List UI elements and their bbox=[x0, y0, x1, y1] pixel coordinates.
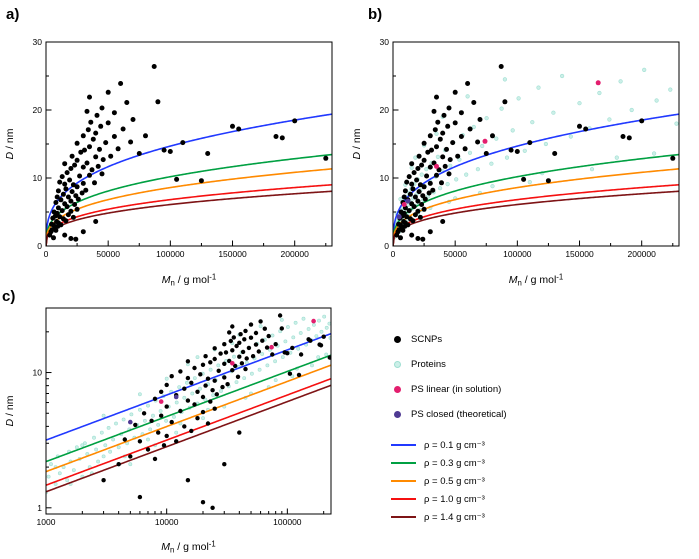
legend-item: ρ = 1.0 g cm⁻³ bbox=[391, 490, 661, 508]
curve-rho-0.5 bbox=[46, 364, 331, 473]
svg-text:100000: 100000 bbox=[273, 517, 302, 527]
chart-panel-c: 1000 10000 100000 1 10 Mn / g mol-1 D / nm bbox=[4, 307, 332, 555]
legend-dot-icon bbox=[394, 336, 401, 343]
axes bbox=[45, 41, 333, 247]
legend-item: Proteins bbox=[391, 352, 661, 377]
svg-text:0: 0 bbox=[391, 249, 396, 259]
chart-panel-b: 0 50000 100000 150000 200000 0 10 20 30 Mn / g mo… bbox=[351, 37, 680, 288]
svg-text:50000: 50000 bbox=[96, 249, 120, 259]
svg-text:20: 20 bbox=[33, 105, 43, 115]
series-ps-closed-theoretical- bbox=[396, 198, 411, 220]
legend-line-icon bbox=[391, 480, 416, 482]
svg-text:0: 0 bbox=[44, 249, 49, 259]
svg-text:200000: 200000 bbox=[281, 249, 310, 259]
y-axis-label: D / nm bbox=[4, 395, 16, 426]
legend-dot-icon bbox=[394, 361, 401, 368]
legend-item: ρ = 1.4 g cm⁻³ bbox=[391, 508, 661, 526]
svg-text:100000: 100000 bbox=[503, 249, 532, 259]
curve-rho-0.5 bbox=[393, 168, 679, 246]
curve-rho-1 bbox=[46, 183, 332, 246]
legend-item-label: ρ = 0.3 g cm⁻³ bbox=[424, 457, 485, 469]
chart-panel-a: 0 50000 100000 150000 200000 0 10 20 30 Mn / g mo… bbox=[4, 37, 333, 288]
legend-item-label: PS linear (in solution) bbox=[411, 384, 502, 395]
legend-dot-icon bbox=[394, 411, 401, 418]
legend-line-icon bbox=[391, 498, 416, 500]
curve-rho-1 bbox=[46, 377, 331, 486]
legend-item: ρ = 0.3 g cm⁻³ bbox=[391, 454, 661, 472]
curve-rho-1.4 bbox=[46, 384, 331, 493]
tick-labels: 0 50000 100000 150000 200000 0 10 20 30 bbox=[380, 37, 657, 259]
svg-text:30: 30 bbox=[33, 37, 43, 47]
legend-item-label: PS closed (theoretical) bbox=[411, 409, 507, 420]
panel-label-c: c) bbox=[2, 288, 16, 305]
series-proteins bbox=[46, 314, 331, 495]
legend-line-icon bbox=[391, 444, 416, 446]
svg-text:1: 1 bbox=[37, 503, 42, 513]
curve-rho-0.3 bbox=[46, 354, 331, 463]
legend-item: ρ = 0.5 g cm⁻³ bbox=[391, 472, 661, 490]
series-scnps bbox=[101, 313, 331, 510]
legend-line-icon bbox=[391, 462, 416, 464]
legend-item-label: Proteins bbox=[411, 359, 446, 370]
panel-label-b: b) bbox=[368, 6, 383, 23]
svg-text:1000: 1000 bbox=[37, 517, 56, 527]
svg-text:0: 0 bbox=[384, 241, 389, 251]
legend-item: ρ = 0.1 g cm⁻³ bbox=[391, 436, 661, 454]
legend-item: PS linear (in solution) bbox=[391, 377, 661, 402]
legend-line-icon bbox=[391, 516, 416, 518]
legend-item-label: ρ = 0.5 g cm⁻³ bbox=[424, 475, 485, 487]
panel-label-a: a) bbox=[6, 6, 20, 23]
curve-rho-1.4 bbox=[393, 190, 679, 246]
series-ps-linear-in-solution- bbox=[158, 318, 316, 404]
y-axis-label: D / nm bbox=[351, 128, 363, 159]
curve-rho-1 bbox=[393, 183, 679, 246]
tick-labels: 0 50000 100000 150000 200000 0 10 20 30 bbox=[33, 37, 310, 259]
svg-text:10: 10 bbox=[33, 368, 43, 378]
legend-item-label: ρ = 1.0 g cm⁻³ bbox=[424, 493, 485, 505]
series-ps-closed-theoretical- bbox=[128, 394, 179, 425]
legend-item-label: SCNPs bbox=[411, 334, 443, 345]
curve-rho-0.1 bbox=[46, 332, 331, 441]
legend-item: PS closed (theoretical) bbox=[391, 402, 661, 427]
x-axis-label: Mn / g mol-1 bbox=[161, 539, 215, 554]
tick-labels: 1000 10000 100000 1 10 bbox=[33, 368, 302, 527]
legend-item-label: ρ = 1.4 g cm⁻³ bbox=[424, 511, 485, 523]
series-ps-linear-in-solution- bbox=[401, 80, 601, 207]
svg-text:150000: 150000 bbox=[218, 249, 247, 259]
curve-rho-0.1 bbox=[46, 113, 332, 246]
legend: SCNPs Proteins PS linear (in solution) PS c… bbox=[391, 327, 661, 526]
svg-text:30: 30 bbox=[380, 37, 390, 47]
plot-area bbox=[393, 64, 679, 246]
curve-rho-0.3 bbox=[46, 153, 332, 246]
curve-rho-0.3 bbox=[393, 153, 679, 246]
svg-text:200000: 200000 bbox=[628, 249, 657, 259]
axes bbox=[392, 41, 680, 247]
series-scnps bbox=[47, 64, 329, 242]
x-axis-label: Mn / g mol-1 bbox=[162, 272, 216, 287]
legend-group-gap bbox=[391, 427, 661, 436]
svg-text:20: 20 bbox=[380, 105, 390, 115]
plot-area bbox=[46, 64, 332, 246]
svg-text:0: 0 bbox=[37, 241, 42, 251]
svg-text:10: 10 bbox=[33, 173, 43, 183]
legend-item: SCNPs bbox=[391, 327, 661, 352]
legend-dot-icon bbox=[394, 386, 401, 393]
svg-text:10: 10 bbox=[380, 173, 390, 183]
x-axis-label: Mn / g mol-1 bbox=[509, 272, 563, 287]
y-axis-label: D / nm bbox=[4, 128, 16, 159]
svg-text:50000: 50000 bbox=[443, 249, 467, 259]
curve-rho-1.4 bbox=[46, 190, 332, 246]
axes bbox=[45, 307, 332, 515]
legend-item-label: ρ = 0.1 g cm⁻³ bbox=[424, 439, 485, 451]
curve-rho-0.5 bbox=[46, 168, 332, 246]
svg-text:150000: 150000 bbox=[565, 249, 594, 259]
series-scnps bbox=[394, 64, 676, 242]
curve-rho-0.1 bbox=[393, 113, 679, 246]
svg-text:100000: 100000 bbox=[156, 249, 185, 259]
plot-area bbox=[46, 313, 331, 510]
svg-text:10000: 10000 bbox=[155, 517, 179, 527]
